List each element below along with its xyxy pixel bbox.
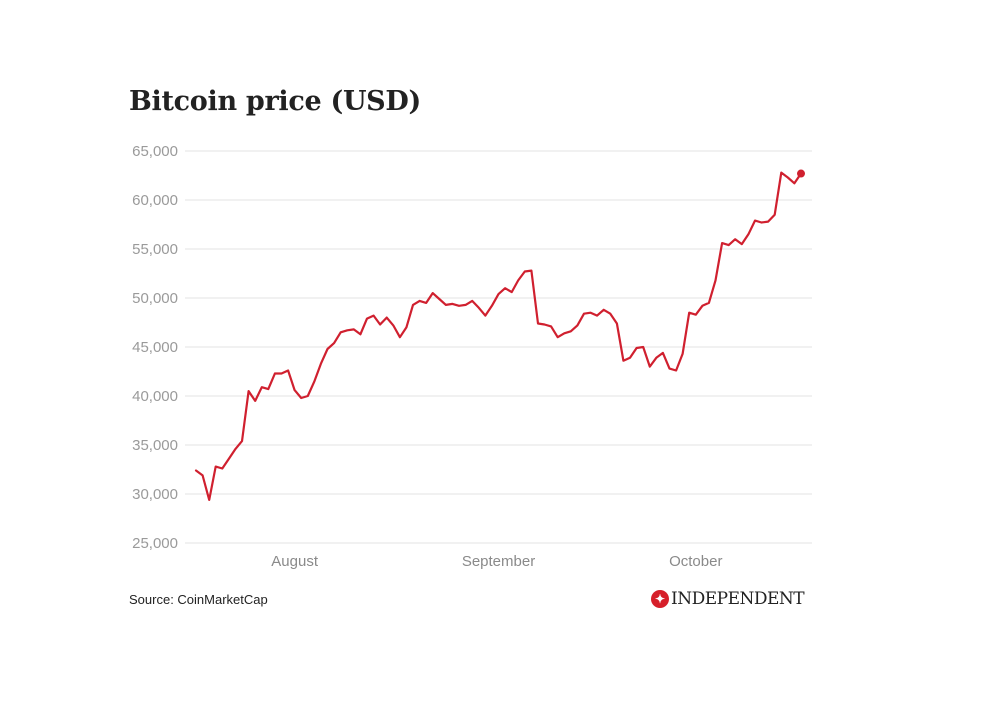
y-axis-ticks: 25,000 30,000 35,000 40,000 45,000 50,000 55,0… — [132, 143, 178, 552]
gridlines — [185, 150, 812, 544]
y-tick-label: 45,000 — [132, 339, 178, 356]
x-tick-label: August — [271, 553, 319, 570]
y-tick-label: 25,000 — [132, 535, 178, 552]
end-point-marker — [797, 169, 805, 178]
y-tick-label: 30,000 — [132, 486, 178, 503]
eagle-icon: ✦ — [651, 590, 669, 608]
x-tick-label: October — [669, 553, 722, 570]
chart-title: Bitcoin price (USD) — [129, 86, 421, 117]
y-tick-label: 60,000 — [132, 192, 178, 209]
series-line — [194, 171, 803, 501]
source-note: Source: CoinMarketCap — [129, 592, 268, 607]
y-tick-label: 50,000 — [132, 290, 178, 307]
y-tick-label: 35,000 — [132, 437, 178, 454]
x-axis-ticks: August September October — [271, 553, 722, 570]
publisher-logo: ✦ INDEPENDENT — [651, 589, 805, 609]
y-tick-label: 65,000 — [132, 143, 178, 160]
series-group — [194, 169, 805, 501]
x-tick-label: September — [462, 553, 535, 570]
publisher-name: INDEPENDENT — [671, 589, 805, 609]
y-tick-label: 55,000 — [132, 241, 178, 258]
y-tick-label: 40,000 — [132, 388, 178, 405]
